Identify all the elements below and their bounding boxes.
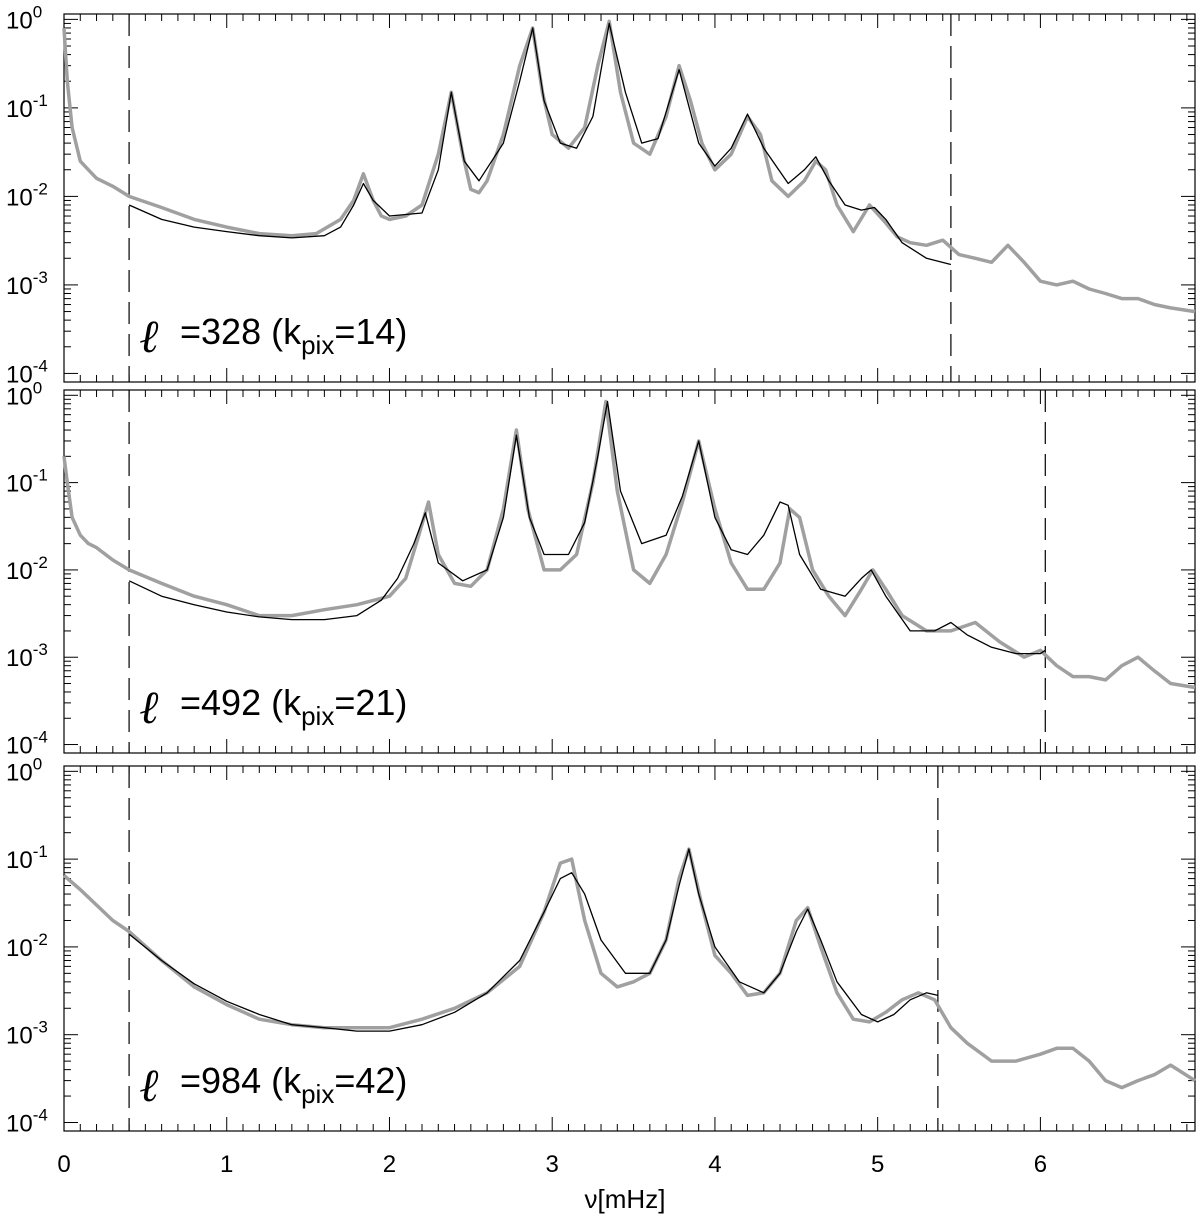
y-tick-base: 10 [6,935,33,962]
y-tick-exponent: -2 [33,930,48,949]
y-tick-base: 10 [6,733,33,760]
fit-line [128,400,1046,655]
y-tick-base: 10 [6,184,33,211]
panel-label-end: =42) [334,1060,407,1101]
panel-label-ell: ℓ [140,309,160,363]
x-tick-label: 0 [57,1151,70,1178]
y-tick-label: 10-3 [6,268,48,300]
y-tick-base: 10 [6,96,33,123]
panel-label-subscript: pix [301,1079,334,1109]
y-tick-exponent: -4 [33,356,48,375]
x-axis-label: ν[mHz] [585,1184,666,1214]
y-tick-exponent: -1 [33,466,48,485]
y-tick-label: 10-1 [6,91,48,123]
x-tick-label: 2 [383,1151,396,1178]
y-tick-base: 10 [6,1110,33,1137]
panel-label-end: =21) [334,682,407,723]
x-tick-labels: 0 1 2 3 4 5 6 [57,1151,1047,1178]
panel-label-main: =984 (k [180,1060,302,1101]
y-tick-label: 100 [6,378,42,410]
y-tick-label: 10-2 [6,553,48,585]
panel-label: =328 (kpix=14) [180,311,407,360]
y-tick-exponent: -2 [33,553,48,572]
y-tick-exponent: 0 [33,754,42,773]
y-tick-exponent: -3 [33,1018,48,1037]
panel-label-ell: ℓ [140,680,160,734]
y-tick-exponent: 0 [33,2,42,21]
panel-label-subscript: pix [301,330,334,360]
y-tick-label: 10-4 [6,728,48,760]
y-tick-label: 100 [6,754,42,786]
observed-spectrum-line [62,19,1196,314]
y-tick-base: 10 [6,1023,33,1050]
y-tick-base: 10 [6,847,33,874]
panel-label-subscript: pix [301,701,334,731]
y-tick-base: 10 [6,383,33,410]
y-tick-base: 10 [6,361,33,388]
plot-frame [63,13,1196,383]
y-tick-label: 10-4 [6,356,48,388]
x-tick-label: 5 [871,1151,884,1178]
y-tick-label: 10-2 [6,179,48,211]
y-tick-base: 10 [6,645,33,672]
panel-label-main: =328 (k [180,311,302,352]
x-tick-label: 6 [1034,1151,1047,1178]
y-tick-base: 10 [6,471,33,498]
x-tick-label: 1 [220,1151,233,1178]
y-tick-base: 10 [6,7,33,34]
y-tick-exponent: -2 [33,179,48,198]
panel-label: =984 (kpix=42) [180,1060,407,1109]
y-tick-label: 10-3 [6,1018,48,1050]
y-tick-exponent: -1 [33,91,48,110]
y-tick-base: 10 [6,759,33,786]
x-tick-label: 4 [708,1151,721,1178]
panel-label-main: =492 (k [180,682,302,723]
y-tick-exponent: -3 [33,640,48,659]
y-tick-exponent: -4 [33,728,48,747]
fit-line [128,22,952,266]
y-tick-label: 10-1 [6,466,48,498]
y-tick-exponent: 0 [33,378,42,397]
y-tick-exponent: -4 [33,1105,48,1124]
panel-label: =492 (kpix=21) [180,682,407,731]
x-tick-label: 3 [546,1151,559,1178]
plot-frame [63,765,1196,1132]
plot-frame [63,389,1196,754]
observed-spectrum-line [62,399,1196,690]
y-tick-label: 10-1 [6,842,48,874]
y-tick-label: 10-3 [6,640,48,672]
y-tick-label: 10-4 [6,1105,48,1137]
panel-label-ell: ℓ [140,1058,160,1112]
y-tick-exponent: -3 [33,268,48,287]
observed-spectrum-line [62,847,1196,1090]
y-tick-label: 10-2 [6,930,48,962]
y-tick-base: 10 [6,273,33,300]
y-tick-label: 100 [6,2,42,34]
y-tick-exponent: -1 [33,842,48,861]
fit-line [128,848,939,1032]
panel-label-end: =14) [334,311,407,352]
y-tick-base: 10 [6,558,33,585]
